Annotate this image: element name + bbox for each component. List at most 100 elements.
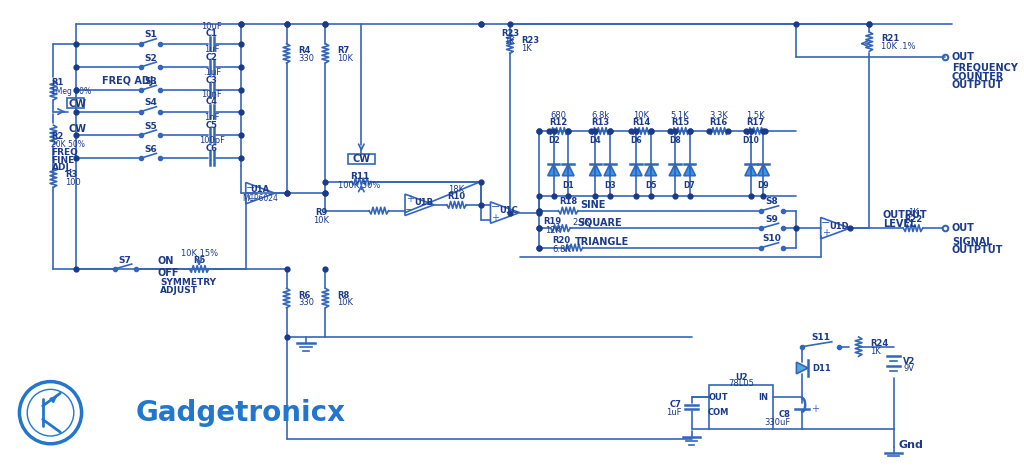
- Text: D10: D10: [742, 136, 759, 145]
- Text: U1A: U1A: [251, 185, 270, 194]
- Text: R1: R1: [51, 78, 63, 87]
- Text: S5: S5: [144, 122, 157, 130]
- Text: C4: C4: [206, 97, 218, 106]
- Text: 330: 330: [298, 298, 314, 308]
- Text: OUT: OUT: [952, 223, 975, 233]
- Text: R10: R10: [447, 192, 466, 200]
- Polygon shape: [604, 164, 615, 176]
- Polygon shape: [670, 164, 681, 176]
- Text: FINE: FINE: [51, 156, 75, 164]
- Text: CW: CW: [69, 99, 87, 109]
- Text: 1K: 1K: [521, 44, 532, 53]
- Text: 1Meg 90%: 1Meg 90%: [51, 87, 91, 96]
- Text: C3: C3: [206, 76, 218, 85]
- Text: 78L05: 78L05: [728, 379, 754, 388]
- Text: R19: R19: [544, 217, 562, 226]
- Text: 10K .1%: 10K .1%: [881, 42, 915, 51]
- Text: FREQ ADJ.: FREQ ADJ.: [102, 75, 157, 86]
- Text: 3.3K: 3.3K: [710, 111, 728, 120]
- Text: CW: CW: [69, 124, 87, 134]
- Text: Gnd: Gnd: [898, 440, 924, 450]
- Text: 10K: 10K: [633, 111, 649, 120]
- Text: ADJ.: ADJ.: [51, 164, 73, 172]
- Text: R13: R13: [591, 118, 609, 127]
- Text: R11: R11: [349, 172, 369, 181]
- Text: C6: C6: [206, 144, 218, 153]
- Text: S6: S6: [144, 145, 157, 154]
- Text: ON: ON: [158, 256, 174, 266]
- Text: C5: C5: [206, 121, 218, 130]
- Text: OUTPUT: OUTPUT: [883, 210, 928, 219]
- Text: R6: R6: [298, 291, 310, 300]
- Text: R2: R2: [51, 132, 63, 141]
- Text: CW: CW: [352, 154, 371, 164]
- Bar: [67, 98, 85, 108]
- Text: LEVEL: LEVEL: [883, 219, 916, 229]
- Text: U1B: U1B: [414, 199, 433, 207]
- Text: D6: D6: [631, 136, 642, 145]
- Text: R17: R17: [746, 118, 765, 127]
- Text: R24: R24: [870, 339, 889, 348]
- Text: U1D: U1D: [829, 222, 849, 231]
- Text: 10K: 10K: [313, 216, 330, 225]
- Text: R8: R8: [337, 291, 349, 300]
- Text: +: +: [406, 194, 414, 205]
- Text: −: −: [490, 202, 500, 212]
- Text: R12: R12: [549, 118, 567, 127]
- Bar: [709, 385, 773, 429]
- Text: 330: 330: [298, 54, 314, 62]
- Text: D9: D9: [758, 181, 769, 190]
- Text: R15: R15: [671, 118, 689, 127]
- Text: −: −: [246, 183, 255, 193]
- Text: 5.1K: 5.1K: [671, 111, 689, 120]
- Polygon shape: [631, 164, 642, 176]
- Text: +: +: [821, 228, 829, 239]
- Text: S3: S3: [144, 77, 157, 86]
- Text: R20: R20: [552, 236, 570, 245]
- Text: R18: R18: [559, 198, 578, 206]
- Text: 2.7K: 2.7K: [572, 218, 591, 227]
- Text: Gadgetronicx: Gadgetronicx: [136, 399, 346, 427]
- Text: 10K 15%: 10K 15%: [180, 249, 218, 258]
- Text: 10nF: 10nF: [202, 89, 222, 99]
- Text: R3: R3: [66, 170, 78, 179]
- Text: FREQ: FREQ: [51, 148, 79, 157]
- Text: OUT: OUT: [952, 52, 975, 62]
- Polygon shape: [548, 164, 559, 176]
- Text: S2: S2: [144, 54, 157, 62]
- Text: 9V: 9V: [903, 364, 914, 373]
- Text: C1: C1: [206, 29, 218, 38]
- Text: COUNTER: COUNTER: [952, 72, 1005, 82]
- Text: C2: C2: [206, 53, 218, 62]
- Text: D7: D7: [684, 181, 695, 190]
- Polygon shape: [758, 164, 769, 176]
- Polygon shape: [590, 164, 601, 176]
- Text: OUT: OUT: [709, 393, 728, 402]
- Text: R7: R7: [337, 46, 349, 55]
- Text: .1uF: .1uF: [203, 68, 221, 77]
- Text: 18K: 18K: [449, 185, 465, 194]
- Text: R23: R23: [501, 29, 519, 38]
- Text: D4: D4: [590, 136, 601, 145]
- Text: S4: S4: [144, 98, 157, 107]
- Bar: [348, 154, 375, 164]
- Text: D3: D3: [604, 181, 615, 190]
- Text: S1: S1: [144, 30, 157, 39]
- Text: TRIANGLE: TRIANGLE: [575, 237, 630, 247]
- Text: 10K: 10K: [337, 54, 353, 62]
- Text: 1K: 1K: [870, 347, 881, 356]
- Text: D5: D5: [645, 181, 656, 190]
- Text: −: −: [406, 205, 415, 215]
- Text: MCP6024: MCP6024: [243, 193, 279, 203]
- Text: 100: 100: [66, 178, 81, 187]
- Text: 680: 680: [551, 111, 566, 120]
- Text: 1K: 1K: [505, 37, 515, 46]
- Text: D8: D8: [669, 136, 681, 145]
- Text: R22: R22: [904, 215, 922, 224]
- Text: +: +: [247, 193, 255, 204]
- Polygon shape: [797, 362, 808, 374]
- Text: SYMMETRY: SYMMETRY: [161, 278, 216, 287]
- Text: C7: C7: [670, 400, 682, 410]
- Text: V2: V2: [903, 356, 915, 366]
- Text: D11: D11: [812, 363, 830, 372]
